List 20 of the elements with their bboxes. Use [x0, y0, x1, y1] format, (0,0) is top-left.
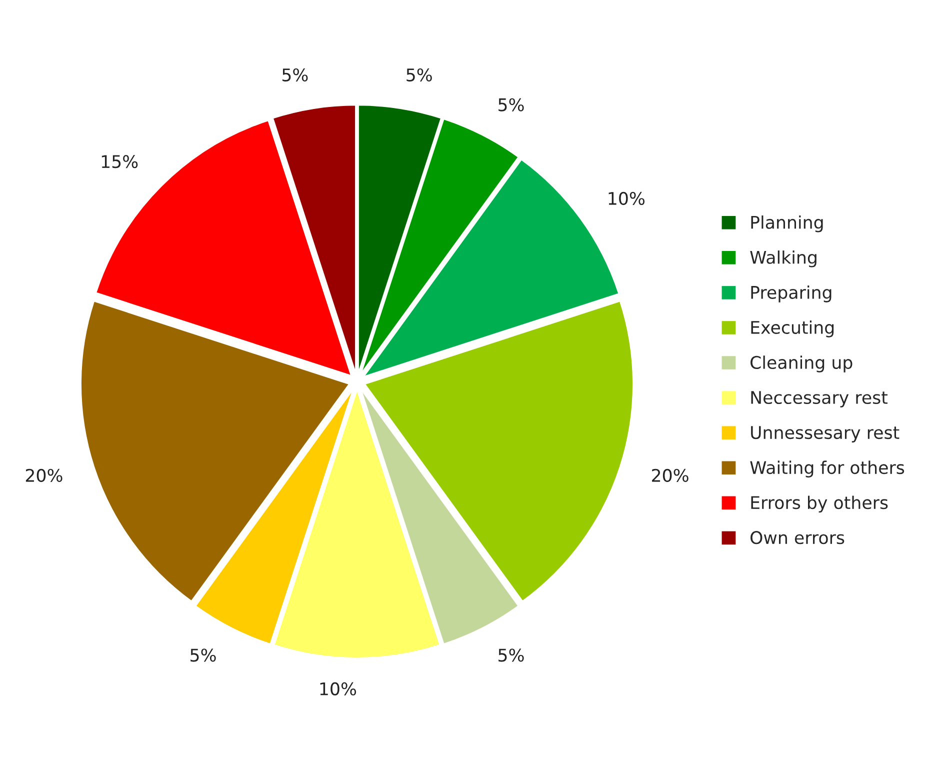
data-label: 5% [406, 68, 432, 82]
legend-label: Walking [750, 250, 816, 268]
legend-label: Waiting for others [750, 460, 904, 478]
legend-label: Unnessesary rest [751, 426, 900, 442]
data-label: 5% [190, 648, 216, 662]
legend-label: Errors by others [751, 496, 888, 513]
data-label: 10% [320, 682, 356, 696]
data-label: 10% [608, 192, 645, 205]
legend-label: Cleaning up [750, 356, 852, 372]
data-label: 5% [498, 98, 524, 112]
legend-label: Neccessary rest [751, 391, 888, 408]
data-label: 15% [102, 155, 138, 168]
data-label: 20% [652, 468, 688, 482]
legend-label: Planning [751, 215, 823, 232]
data-label: 20% [26, 468, 62, 482]
legend-label: Executing [751, 320, 834, 338]
legend-label: Preparing [751, 286, 832, 302]
data-label: 5% [498, 648, 524, 662]
data-label: 5% [282, 68, 308, 82]
legend-label: Own errors [750, 531, 844, 544]
